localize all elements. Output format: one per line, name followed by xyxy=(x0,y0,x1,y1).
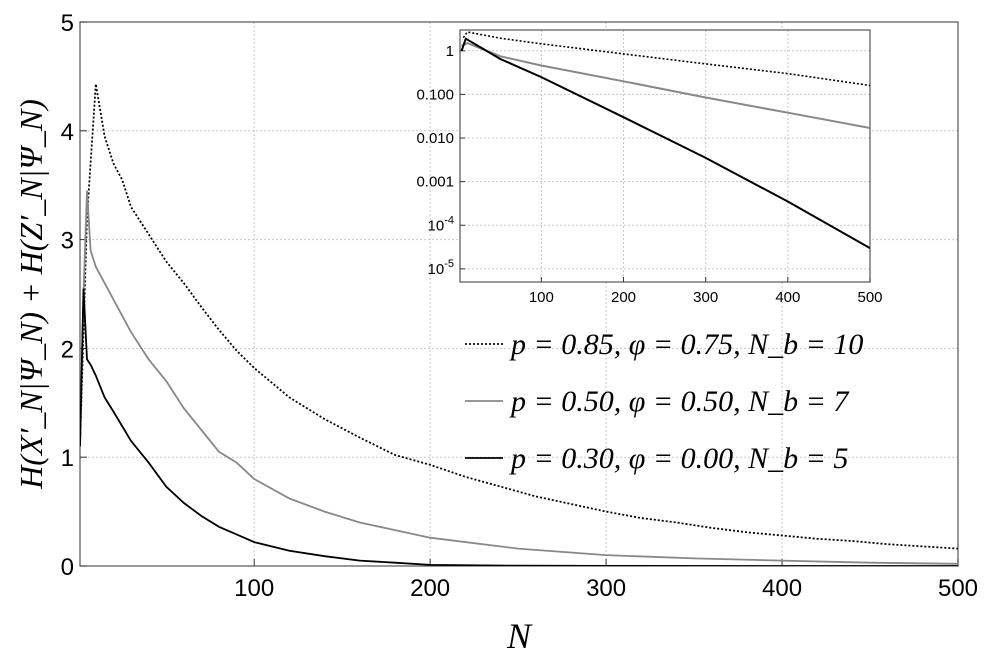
inset-series-line-2 xyxy=(461,42,870,129)
inset-x-tick-label: 200 xyxy=(611,289,636,306)
y-tick-label: 2 xyxy=(61,336,74,363)
inset-y-tick-label: 10-5 xyxy=(428,258,454,278)
y-tick-label: 5 xyxy=(61,10,74,37)
inset-x-tick-label: 400 xyxy=(775,289,800,306)
x-tick-label: 500 xyxy=(938,575,978,602)
y-tick-label: 0 xyxy=(61,554,74,581)
main-plot: 100 200 300 400 500 0 1 2 3 4 5 N H(X′_N|Ψ_N) + H(Z′… xyxy=(13,10,978,656)
x-tick-label: 400 xyxy=(762,575,802,602)
y-tick-label: 1 xyxy=(61,445,74,472)
series-line-3 xyxy=(80,288,958,566)
series-line-1 xyxy=(80,83,958,550)
inset-x-tick-label: 500 xyxy=(857,289,882,306)
inset-x-tick-label: 300 xyxy=(693,289,718,306)
inset-series-line-3 xyxy=(460,37,870,249)
inset-frame xyxy=(459,29,871,283)
inset-y-tick-label: 0.010 xyxy=(416,130,454,147)
inset-plot: 100 200 300 400 500 1 0.100 0.010 0.001 10-4 10-5 xyxy=(416,29,883,306)
x-axis-label: N xyxy=(506,616,533,656)
legend-label-2: p = 0.50, φ = 0.50, N_b = 7 xyxy=(509,385,850,418)
inset-series-line-1 xyxy=(462,31,870,87)
y-tick-label: 3 xyxy=(61,228,74,255)
inset-x-tick-label: 100 xyxy=(529,289,554,306)
legend: p = 0.85, φ = 0.75, N_b = 10 p = 0.50, φ … xyxy=(465,328,863,475)
x-tick-label: 300 xyxy=(586,575,626,602)
x-tick-label: 200 xyxy=(410,575,450,602)
inset-y-tick-label: 1 xyxy=(446,43,454,60)
legend-label-3: p = 0.30, φ = 0.00, N_b = 5 xyxy=(509,442,848,475)
inset-y-tick-label: 10-4 xyxy=(428,214,454,234)
legend-label-1: p = 0.85, φ = 0.75, N_b = 10 xyxy=(509,328,863,361)
inset-y-tick-label: 0.100 xyxy=(416,86,454,103)
x-tick-label: 100 xyxy=(234,575,274,602)
y-axis-label: H(X′_N|Ψ_N) + H(Z′_N|Ψ_N) xyxy=(13,99,49,490)
series-line-2 xyxy=(80,190,958,565)
y-tick-label: 4 xyxy=(61,119,74,146)
inset-y-tick-label: 0.001 xyxy=(416,174,454,191)
